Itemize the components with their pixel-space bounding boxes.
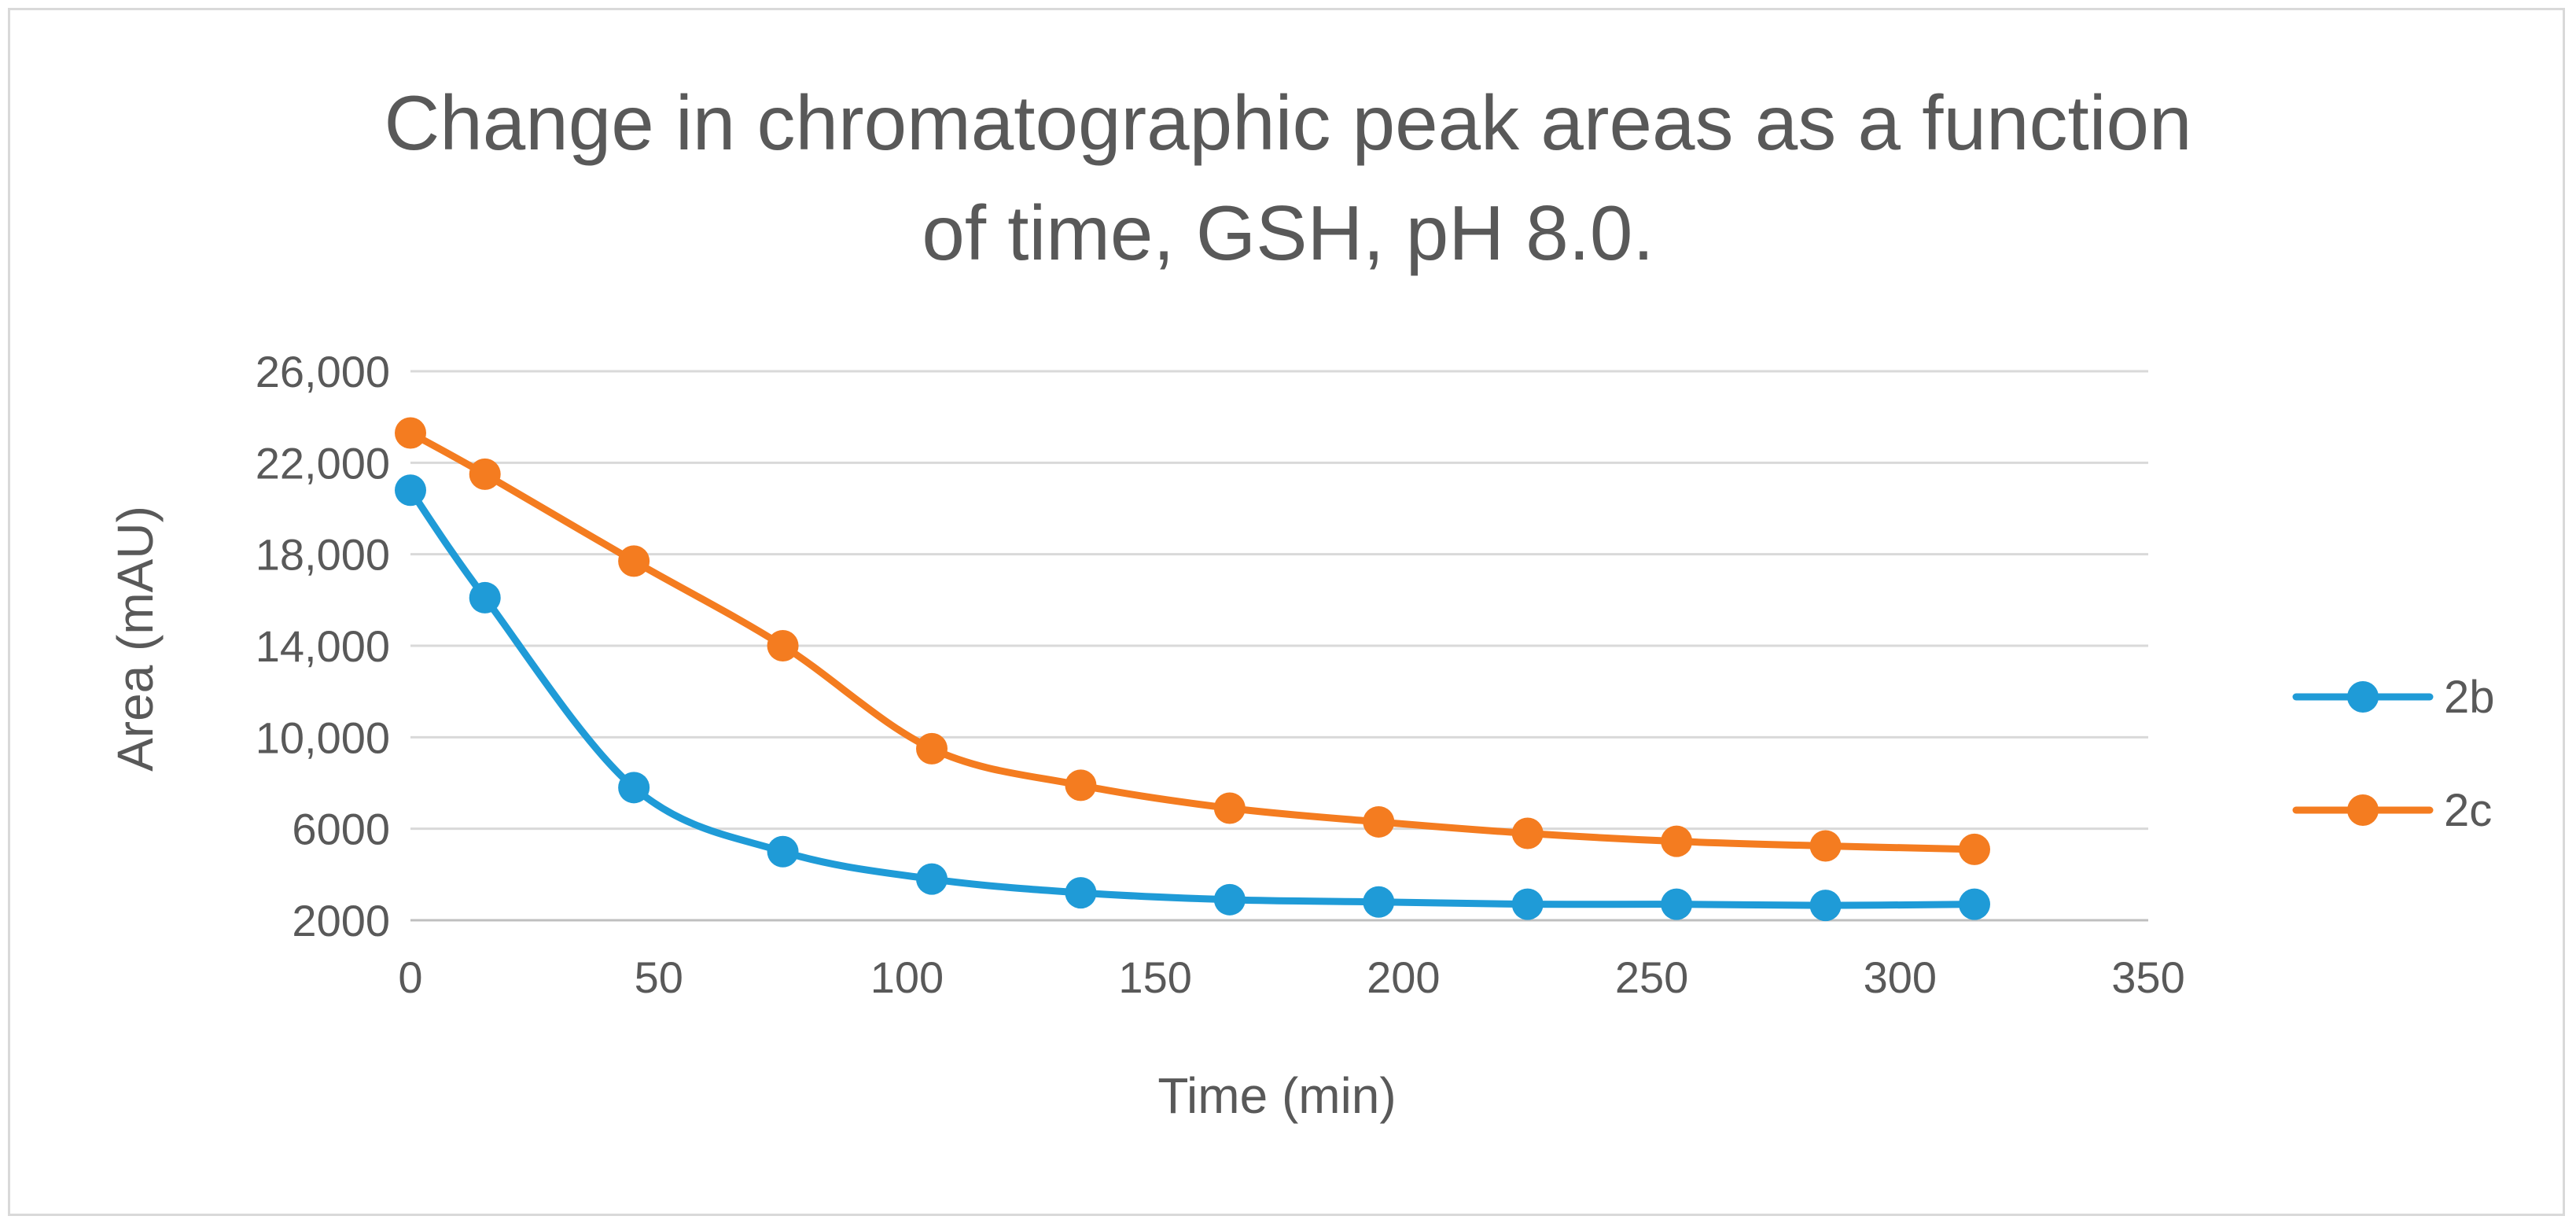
data-point-2c (1213, 792, 1246, 824)
series (395, 417, 1990, 922)
data-point-2b (1809, 890, 1842, 922)
data-point-2b (618, 772, 650, 804)
data-point-2c (1065, 769, 1097, 801)
y-tick-label: 2000 (292, 896, 390, 945)
y-tick-labels: 2000 6000 10,000 14,000 18,000 22,000 26,000 (256, 347, 390, 945)
data-point-2c (916, 732, 948, 765)
data-point-2c (1959, 833, 1990, 865)
chart-title: Change in chromatographic peak areas as … (385, 79, 2192, 276)
x-tick-label: 200 (1367, 952, 1440, 1002)
legend-item-2b[interactable]: 2b (2292, 672, 2495, 723)
legend-item-2c[interactable]: 2c (2292, 785, 2492, 836)
x-tick-label: 150 (1118, 952, 1191, 1002)
data-point-2b (1511, 888, 1544, 920)
y-tick-label: 6000 (292, 805, 390, 854)
data-point-2b (395, 474, 426, 507)
x-tick-label: 250 (1615, 952, 1688, 1002)
series-2c (395, 417, 1990, 865)
data-point-2c (1363, 805, 1395, 838)
legend-marker (2347, 681, 2379, 713)
legend-label: 2c (2444, 785, 2492, 836)
data-point-2c (618, 545, 650, 577)
chart-title-line-1: Change in chromatographic peak areas as … (385, 79, 2192, 166)
chart-frame (8, 8, 2565, 1216)
data-point-2c (1511, 817, 1544, 849)
data-point-2c (1661, 825, 1693, 857)
legend[interactable]: 2b 2c (2292, 672, 2495, 836)
y-tick-label: 26,000 (256, 347, 390, 396)
legend-marker (2347, 794, 2379, 826)
data-point-2b (1959, 888, 1990, 920)
data-point-2c (1809, 830, 1842, 862)
y-tick-label: 14,000 (256, 621, 390, 671)
x-tick-label: 0 (398, 952, 422, 1002)
data-point-2b (469, 581, 501, 614)
x-tick-label: 300 (1864, 952, 1937, 1002)
data-point-2b (1661, 888, 1693, 920)
gridlines (410, 370, 2148, 831)
x-axis-title: Time (min) (1157, 1067, 1396, 1124)
data-point-2b (1065, 877, 1097, 909)
legend-label: 2b (2444, 672, 2495, 723)
data-point-2b (767, 835, 799, 868)
data-point-2b (916, 863, 948, 895)
chart-title-line-2: of time, GSH, pH 8.0. (922, 190, 1654, 276)
data-point-2b (1213, 883, 1246, 916)
y-tick-label: 10,000 (256, 713, 390, 762)
data-point-2b (1363, 886, 1395, 918)
x-tick-label: 350 (2111, 952, 2184, 1002)
series-2b (395, 474, 1990, 922)
data-point-2c (469, 458, 501, 490)
x-tick-label: 50 (635, 952, 683, 1002)
y-axis-title: Area (mAU) (107, 506, 164, 772)
data-point-2c (395, 417, 426, 449)
y-tick-label: 22,000 (256, 438, 390, 488)
x-tick-label: 100 (870, 952, 944, 1002)
data-point-2c (767, 630, 799, 661)
x-tick-labels: 0 50 100 150 200 250 300 350 (398, 952, 2184, 1002)
y-tick-label: 18,000 (256, 530, 390, 580)
